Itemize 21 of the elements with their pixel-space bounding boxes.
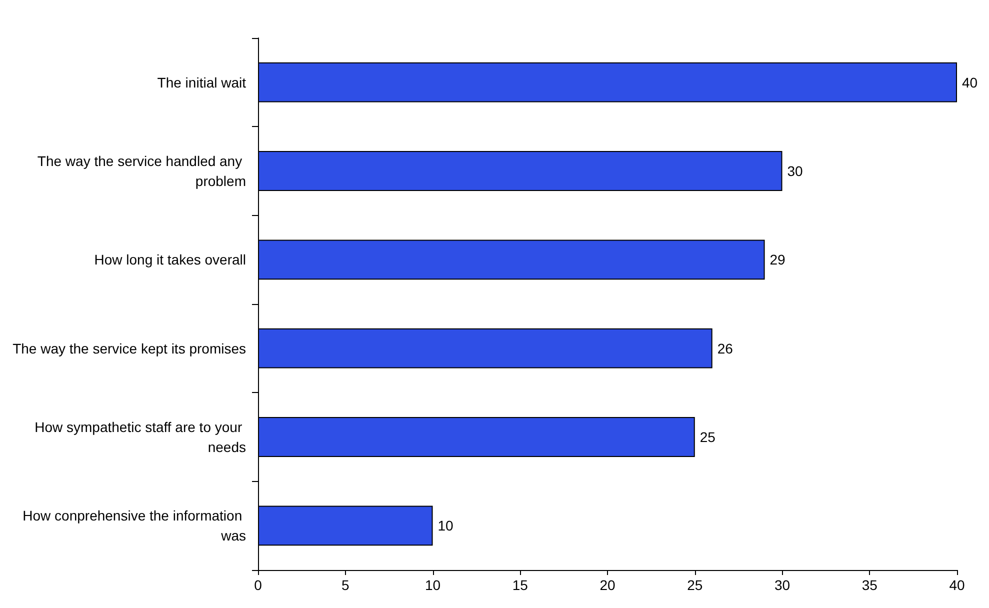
x-tick-label: 20: [600, 577, 616, 593]
y-tick-label: How long it takes overall: [94, 252, 246, 268]
x-tick-label: 40: [949, 577, 965, 593]
x-tick-label: 10: [424, 577, 441, 593]
data-label: 40: [962, 74, 978, 90]
data-label: 29: [770, 252, 786, 268]
x-tick-label: 30: [774, 577, 790, 593]
x-tick-label: 35: [862, 577, 878, 593]
y-tick-label: The way the service handled any problem: [37, 153, 246, 189]
x-tick-label: 0: [254, 577, 262, 593]
y-tick-label: The way the service kept its promises: [12, 340, 246, 356]
data-label: 26: [717, 340, 734, 356]
x-tick-label: 15: [512, 577, 528, 593]
data-label: 10: [438, 518, 454, 534]
data-label: 30: [787, 163, 804, 179]
x-tick-label: 25: [687, 577, 703, 593]
y-tick-label: How sympathetic staff are to your needs: [34, 419, 246, 455]
data-label: 25: [700, 429, 716, 445]
y-tick-label: How conprehensive the information was: [22, 508, 246, 544]
y-tick-label: The initial wait: [157, 74, 246, 90]
x-tick-label: 5: [341, 577, 350, 593]
